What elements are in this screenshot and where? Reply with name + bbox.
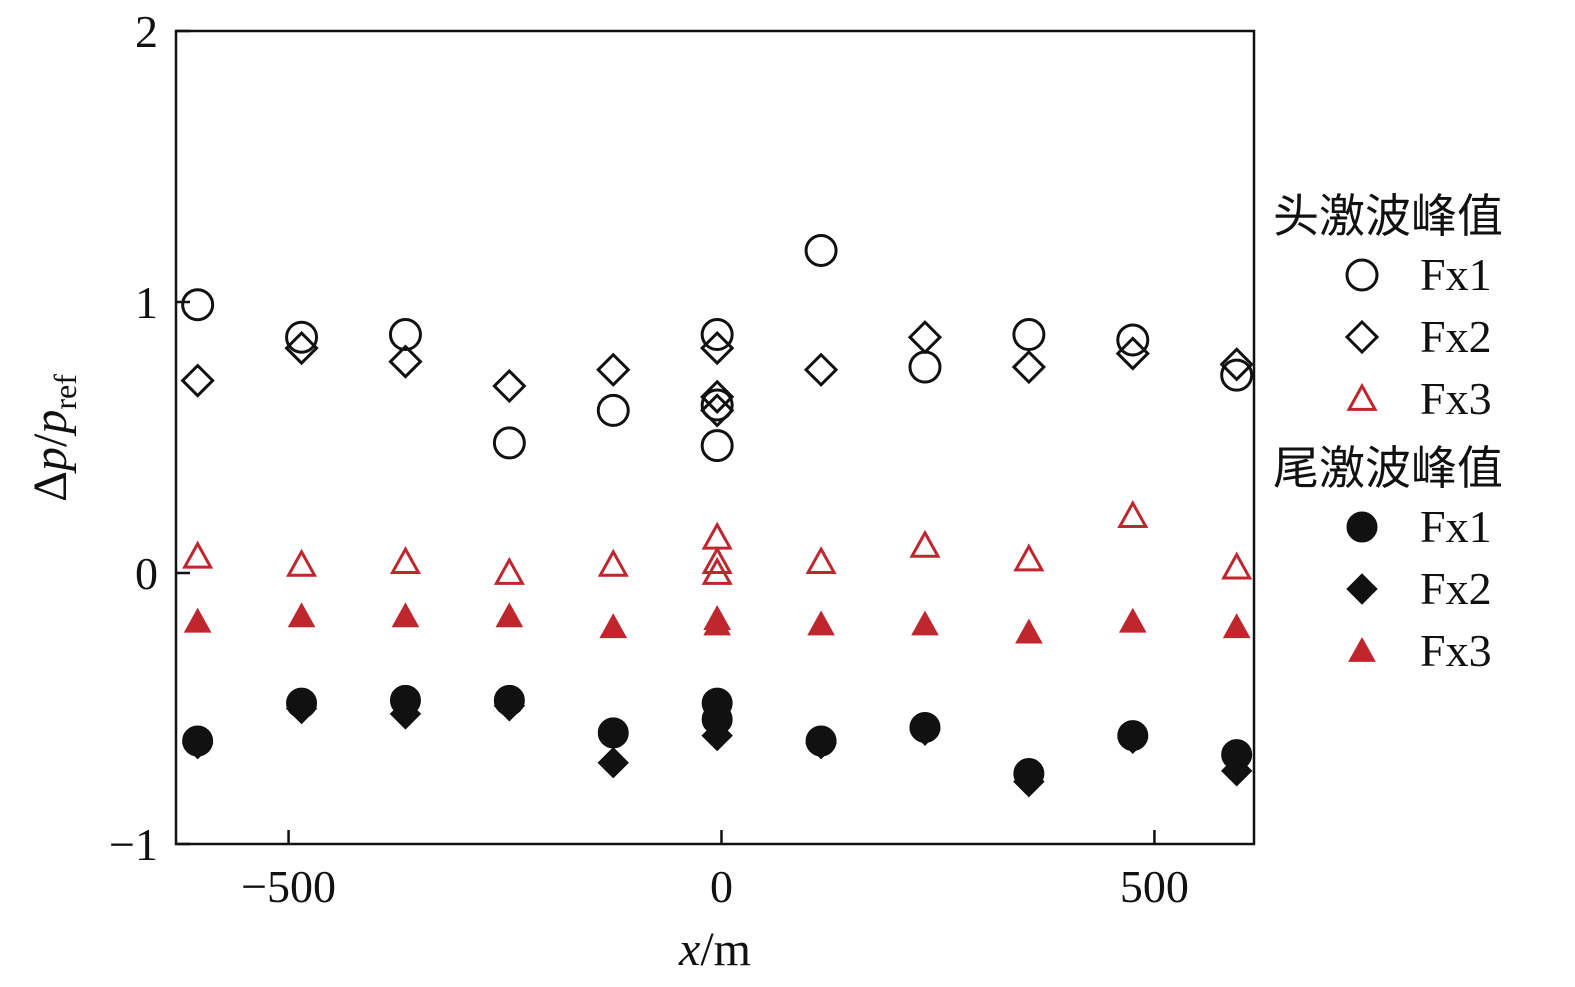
legend-marker (1346, 511, 1378, 543)
point-fx2-open-diamond (180, 363, 215, 398)
point-fx3-filled-triangle (1015, 618, 1043, 644)
point-fx3-open-triangle (701, 521, 733, 550)
axis-ticks: −500 0 500 −1 0 1 2 (109, 6, 1189, 912)
point-fx3-filled-triangle (911, 610, 939, 636)
x-tick-label: 0 (710, 861, 733, 912)
legend-marker (1346, 573, 1378, 605)
point-fx1-open-circle (908, 350, 942, 384)
point-fx2-filled-diamond (1013, 765, 1045, 798)
point-fx2-open-diamond (1011, 349, 1047, 385)
y-tick-label: 2 (135, 6, 158, 57)
point-fx3-open-triangle (493, 556, 525, 585)
legend-label: Fx3 (1420, 373, 1492, 424)
point-fx2-open-diamond (700, 330, 735, 366)
point-fx1-open-circle (1116, 323, 1150, 357)
legend-title: 尾激波峰值 (1273, 441, 1503, 495)
legend-title: 头激波峰值 (1273, 189, 1503, 243)
plot-frame (174, 29, 1256, 846)
point-fx1-open-circle (700, 388, 734, 422)
point-fx2-open-diamond (492, 368, 527, 404)
point-fx3-open-triangle (182, 540, 214, 569)
point-fx2-open-diamond (388, 344, 423, 379)
legend: 头激波峰值 Fx1 Fx2 Fx3 尾激波峰值 Fx1 Fx2 Fx3 (1273, 189, 1503, 676)
point-fx2-open-diamond (803, 352, 839, 387)
x-tick-label: −500 (241, 861, 336, 912)
point-fx3-open-triangle (286, 548, 318, 577)
point-fx3-filled-triangle (807, 610, 835, 636)
point-fx2-open-diamond (907, 320, 943, 355)
point-fx1-open-circle (1012, 318, 1046, 352)
point-fx2-filled-diamond (389, 698, 422, 730)
point-fx1-open-circle (700, 429, 734, 463)
point-fx3-filled-triangle (1118, 607, 1147, 633)
point-fx2-open-diamond (700, 379, 735, 414)
legend-label: Fx1 (1420, 249, 1492, 300)
point-fx2-filled-diamond (805, 728, 837, 760)
legend-marker (1344, 319, 1380, 355)
legend-label: Fx1 (1420, 501, 1492, 552)
point-fx3-filled-triangle (1222, 613, 1251, 639)
point-fx3-filled-triangle (287, 602, 316, 628)
legend-marker (1346, 382, 1378, 411)
point-fx2-filled-diamond (701, 719, 733, 752)
point-fx3-open-triangle (389, 546, 422, 575)
point-fx1-open-circle (285, 320, 319, 354)
point-fx2-open-diamond (1115, 336, 1150, 371)
point-fx2-filled-diamond (597, 746, 629, 779)
y-tick-label: 1 (135, 277, 158, 328)
point-fx3-filled-triangle (495, 602, 524, 628)
legend-marker (1345, 258, 1379, 292)
data-marks (180, 234, 1254, 798)
point-fx1-open-circle (492, 426, 526, 460)
point-fx1-open-circle (700, 318, 734, 352)
point-fx2-open-diamond (700, 393, 735, 428)
legend-label: Fx3 (1420, 625, 1492, 676)
point-fx3-filled-triangle (703, 610, 732, 636)
point-fx3-open-triangle (1221, 551, 1253, 580)
point-fx2-open-diamond (284, 330, 319, 366)
point-fx3-open-triangle (701, 546, 733, 575)
y-axis-title: Δp/pref (24, 374, 83, 502)
point-fx3-open-triangle (597, 548, 629, 577)
point-fx1-open-circle (388, 318, 422, 352)
y-tick-label: 0 (135, 548, 158, 599)
x-axis-title: x/m (678, 923, 751, 976)
legend-label: Fx2 (1420, 311, 1492, 362)
point-fx3-filled-triangle (391, 602, 420, 628)
point-fx3-open-triangle (909, 529, 941, 558)
point-fx2-filled-diamond (1117, 722, 1149, 755)
point-fx2-filled-diamond (1220, 755, 1253, 787)
point-fx1-open-circle (181, 288, 215, 322)
point-fx3-filled-triangle (599, 613, 628, 639)
point-fx2-filled-diamond (909, 714, 941, 746)
x-tick-label: 500 (1120, 861, 1189, 912)
point-fx2-open-diamond (596, 352, 631, 387)
point-fx2-filled-diamond (493, 690, 526, 722)
point-fx3-open-triangle (701, 556, 733, 585)
point-fx1-filled-circle (597, 717, 629, 749)
point-fx2-filled-diamond (181, 728, 214, 760)
point-fx3-open-triangle (805, 546, 837, 575)
point-fx1-open-circle (1220, 358, 1254, 392)
point-fx2-filled-diamond (285, 692, 318, 725)
point-fx3-open-triangle (1013, 543, 1045, 572)
point-fx3-open-triangle (1117, 500, 1149, 528)
point-fx2-open-diamond (1219, 347, 1254, 382)
point-fx3-filled-triangle (183, 607, 212, 633)
point-fx1-open-circle (596, 393, 630, 427)
y-tick-label: −1 (109, 819, 158, 870)
legend-label: Fx2 (1420, 563, 1492, 614)
legend-marker (1348, 636, 1376, 662)
point-fx1-open-circle (804, 234, 838, 268)
